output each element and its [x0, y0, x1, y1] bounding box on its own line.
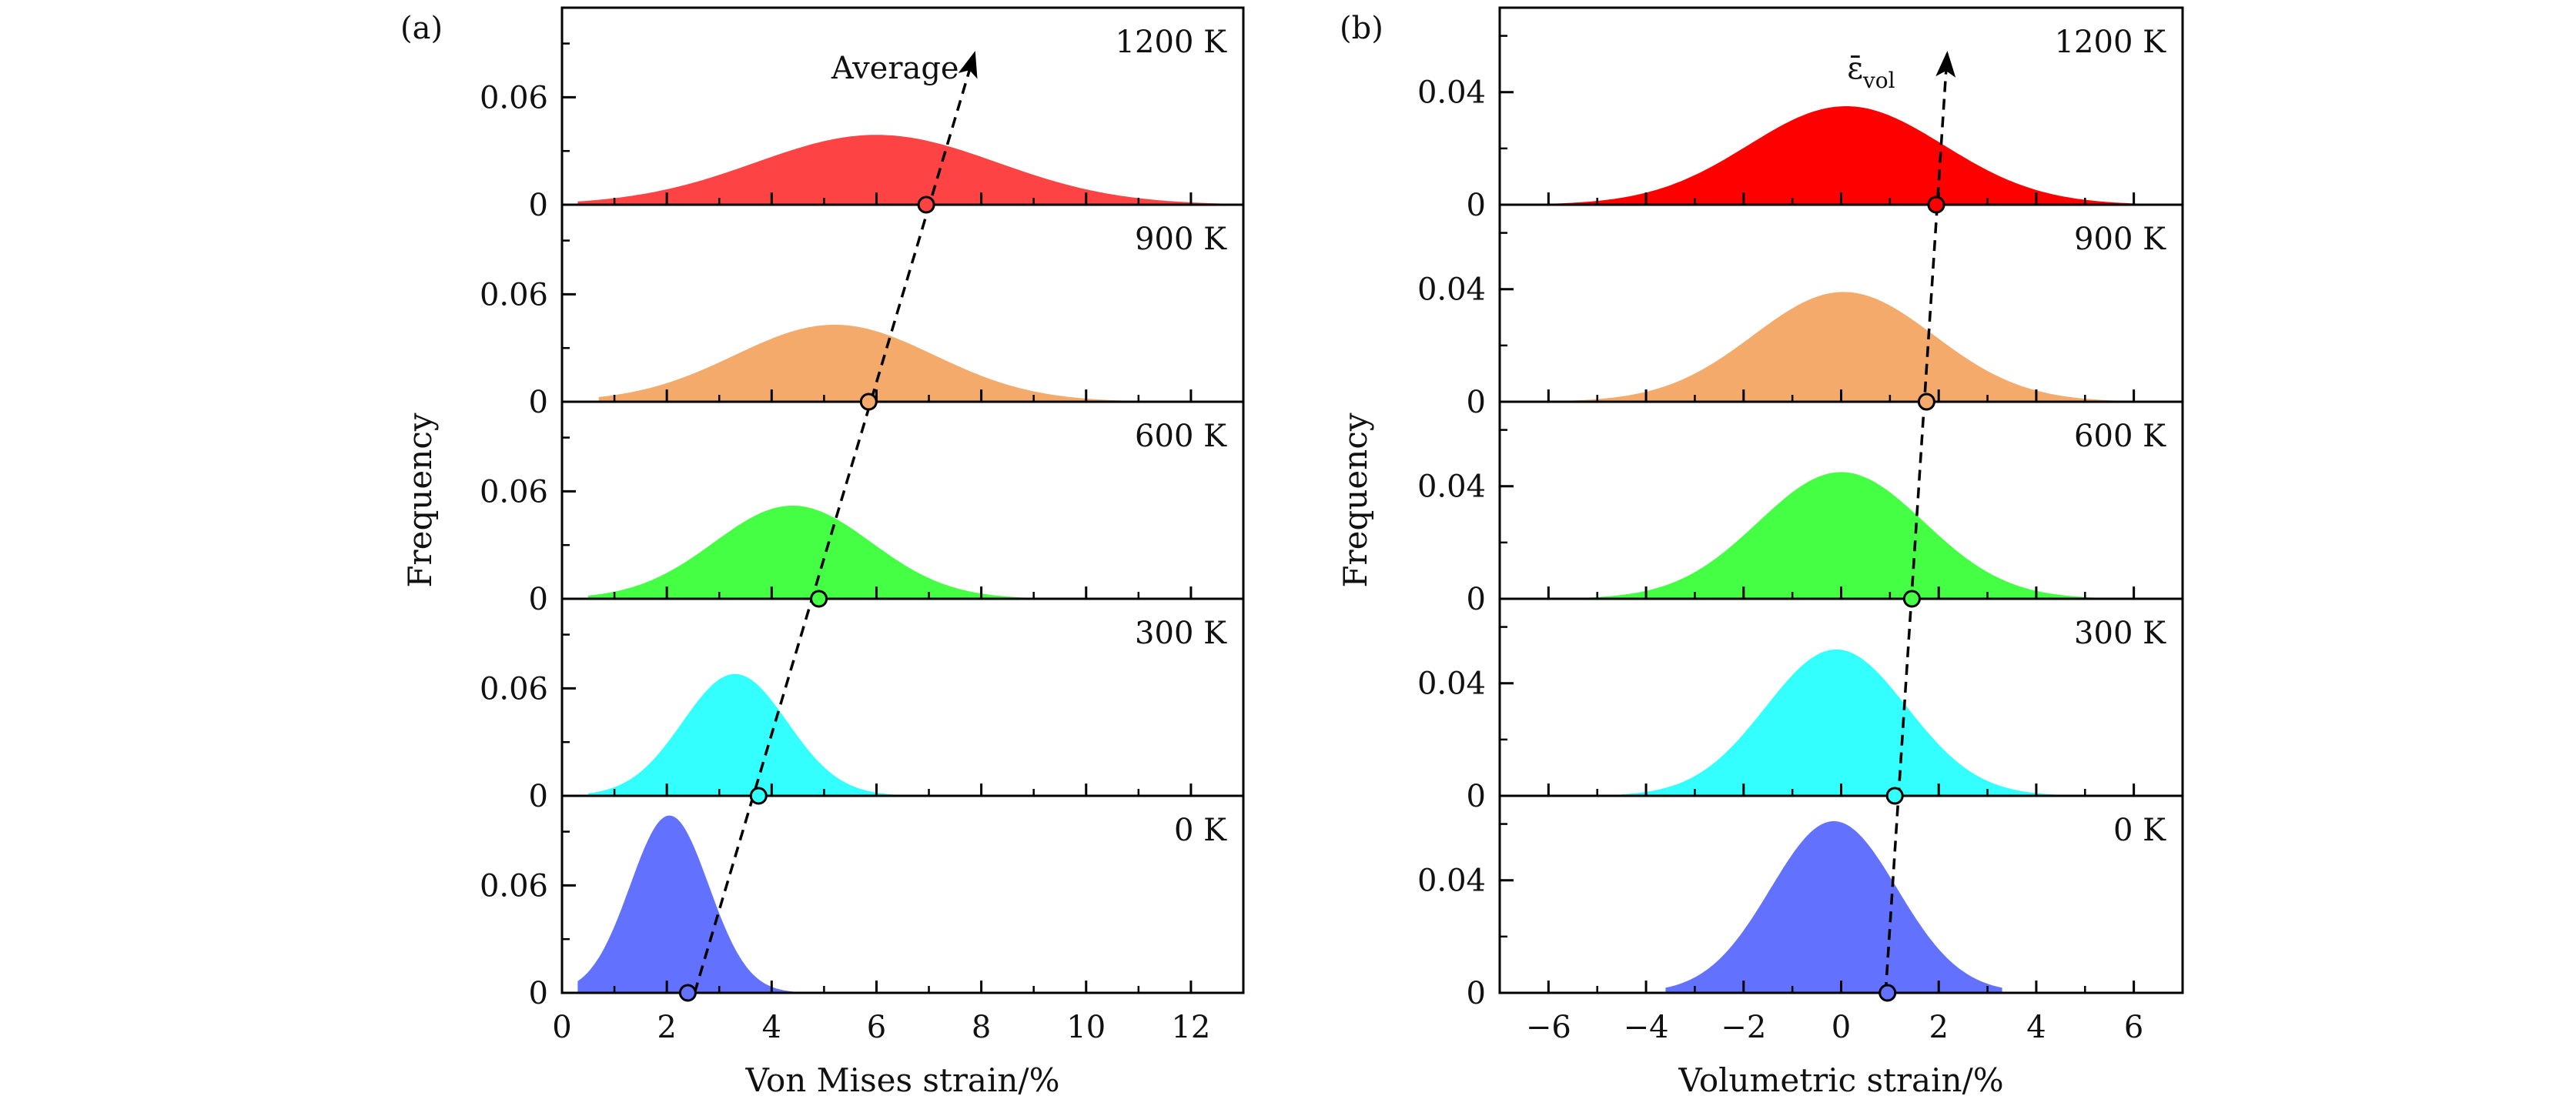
- y-tick-label: 0: [529, 385, 548, 420]
- series-label: 300 K: [2074, 616, 2166, 651]
- y-tick-label: 0: [1467, 976, 1486, 1011]
- x-tick-label: −4: [1624, 1010, 1669, 1045]
- x-tick-label: 4: [2026, 1010, 2046, 1045]
- subplot-300k: 300 K 0 0.04: [1417, 597, 2184, 814]
- series-label: 900 K: [1135, 222, 1227, 257]
- y-tick-label: 0.04: [1417, 75, 1486, 111]
- subplot-900k: 900 K 0 0.04: [1417, 203, 2184, 420]
- annotation-main: ε̄: [1847, 51, 1863, 86]
- x-axis-title: Von Mises strain/%: [744, 1061, 1059, 1099]
- x-tick-label: −2: [1721, 1010, 1766, 1045]
- annotation-label: ε̄vol: [1847, 51, 1895, 93]
- series-label: 0 K: [2113, 813, 2166, 848]
- subplot-600k: 600 K 0 0.06: [480, 400, 1245, 617]
- y-tick-label: 0.06: [480, 868, 548, 904]
- distribution-area: [1500, 106, 2183, 205]
- panel-label: (a): [400, 11, 443, 46]
- y-tick-label: 0.04: [1417, 272, 1486, 308]
- y-tick-label: 0: [529, 779, 548, 814]
- subplot-600k: 600 K 0 0.04: [1417, 400, 2184, 617]
- subplot-frame: [560, 6, 1245, 206]
- panel-b: (b) 0 K 0 0.04 300 K 0 0.04 600 K 0 0.04 900 K 0 0.0…: [1337, 6, 2184, 1099]
- average-marker: [1885, 787, 1904, 805]
- x-tick-label: 10: [1066, 1010, 1106, 1045]
- x-tick-label: 0: [1832, 1010, 1851, 1045]
- average-marker: [678, 984, 697, 1002]
- average-marker: [749, 787, 768, 805]
- subplot-1200k: 1200 K 0 0.04: [1417, 6, 2184, 223]
- subplot-1200k: 1200 K 0 0.06: [480, 6, 1245, 223]
- panel-a: (a) 0 K 0 0.06 300 K 0 0.06 600 K 0 0.06 900 K 0 0.0…: [400, 6, 1245, 1099]
- x-tick-label: 2: [1929, 1010, 1948, 1045]
- distribution-area: [1524, 472, 2159, 599]
- average-marker: [810, 590, 828, 608]
- y-tick-label: 0.06: [480, 277, 548, 312]
- distribution-area: [1524, 292, 2159, 402]
- series-label: 0 K: [1174, 813, 1227, 848]
- average-marker: [859, 393, 878, 411]
- subplot-0k: 0 K 0 0.04: [1417, 794, 2184, 1011]
- x-tick-label: 6: [2124, 1010, 2143, 1045]
- x-tick-label: 4: [762, 1010, 781, 1045]
- series-label: 1200 K: [2055, 25, 2167, 60]
- panel-label: (b): [1340, 11, 1383, 46]
- y-tick-label: 0.06: [480, 80, 548, 115]
- subplot-900k: 900 K 0 0.06: [480, 203, 1245, 420]
- series-label: 300 K: [1135, 616, 1227, 651]
- distribution-area: [588, 673, 1060, 796]
- y-tick-label: 0: [529, 188, 548, 223]
- average-marker: [1917, 393, 1935, 411]
- x-tick-label: 6: [867, 1010, 886, 1045]
- x-tick-label: 2: [657, 1010, 676, 1045]
- y-tick-label: 0: [529, 976, 548, 1011]
- y-tick-label: 0: [1467, 779, 1486, 814]
- annotation-subscript: vol: [1862, 68, 1895, 93]
- distribution-area: [1665, 820, 2002, 993]
- x-tick-label: 8: [972, 1010, 991, 1045]
- y-tick-label: 0: [1467, 188, 1486, 223]
- x-tick-label: 0: [552, 1010, 571, 1045]
- series-label: 1200 K: [1116, 25, 1228, 60]
- average-marker: [1927, 195, 1945, 214]
- subplot-300k: 300 K 0 0.06: [480, 597, 1245, 814]
- y-tick-label: 0: [1467, 582, 1486, 617]
- y-axis-title: Frequency: [401, 413, 439, 587]
- y-tick-label: 0.06: [480, 474, 548, 510]
- average-marker: [917, 195, 935, 214]
- distribution-area: [588, 506, 1165, 599]
- y-tick-label: 0.04: [1417, 667, 1486, 702]
- x-axis-title: Volumetric strain/%: [1678, 1061, 2003, 1099]
- annotation-label: Average: [831, 51, 959, 86]
- y-tick-label: 0.06: [480, 671, 548, 707]
- average-marker: [1878, 984, 1897, 1002]
- average-marker: [1902, 590, 1921, 608]
- series-label: 600 K: [1135, 419, 1227, 454]
- x-tick-label: 12: [1171, 1010, 1210, 1045]
- y-tick-label: 0: [529, 582, 548, 617]
- y-tick-label: 0.04: [1417, 469, 1486, 505]
- y-tick-label: 0.04: [1417, 864, 1486, 899]
- series-label: 900 K: [2074, 222, 2166, 257]
- series-label: 600 K: [2074, 419, 2166, 454]
- y-axis-title: Frequency: [1337, 413, 1374, 587]
- distribution-area: [577, 135, 1239, 205]
- distribution-area: [577, 815, 903, 993]
- x-tick-label: −6: [1526, 1010, 1571, 1045]
- y-tick-label: 0: [1467, 385, 1486, 420]
- subplot-0k: 0 K 0 0.06: [480, 794, 1245, 1011]
